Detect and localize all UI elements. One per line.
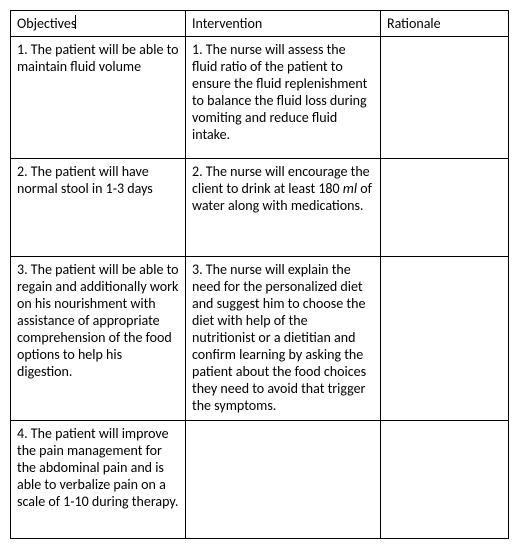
cell-rationale (381, 257, 509, 421)
header-intervention: Intervention (186, 11, 381, 37)
table-header-row: Objectives Intervention Rationale (11, 11, 509, 37)
cell-rationale (381, 37, 509, 159)
cell-objective: 2. The patient will have normal stool in… (11, 159, 186, 257)
header-objectives: Objectives (11, 11, 186, 37)
care-plan-table: Objectives Intervention Rationale 1. The… (10, 10, 509, 539)
cell-intervention (186, 421, 381, 539)
cell-objective: 4. The patient will improve the pain man… (11, 421, 186, 539)
table-row: 2. The patient will have normal stool in… (11, 159, 509, 257)
cell-intervention: 1. The nurse will assess the fluid ratio… (186, 37, 381, 159)
table-row: 3. The patient will be able to regain an… (11, 257, 509, 421)
header-rationale: Rationale (381, 11, 509, 37)
cell-rationale (381, 159, 509, 257)
cell-objective: 1. The patient will be able to maintain … (11, 37, 186, 159)
cell-rationale (381, 421, 509, 539)
cell-intervention: 3. The nurse will explain the need for t… (186, 257, 381, 421)
table-row: 1. The patient will be able to maintain … (11, 37, 509, 159)
text-cursor (75, 15, 76, 29)
table-row: 4. The patient will improve the pain man… (11, 421, 509, 539)
cell-intervention: 2. The nurse will encourage the client t… (186, 159, 381, 257)
cell-objective: 3. The patient will be able to regain an… (11, 257, 186, 421)
